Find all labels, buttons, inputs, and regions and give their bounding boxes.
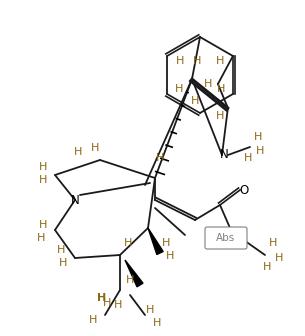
Text: H: H [175,84,183,94]
Text: H: H [191,96,199,106]
Text: H: H [146,305,154,315]
Text: H: H [89,315,97,325]
Text: O: O [239,183,249,197]
Text: H: H [204,79,212,89]
Text: H: H [74,147,82,157]
Text: H: H [153,318,161,328]
Text: H: H [176,56,184,66]
Text: Abs: Abs [216,233,236,243]
Text: H: H [126,275,134,285]
Text: H: H [216,111,224,121]
Text: N: N [71,194,79,207]
Text: H: H [256,146,264,156]
Text: H: H [39,175,47,185]
Polygon shape [125,260,143,287]
Text: H: H [114,300,122,310]
Text: H: H [91,143,99,153]
Text: H: H [97,293,107,303]
FancyBboxPatch shape [205,227,247,249]
Text: H: H [124,238,132,248]
Text: H: H [269,238,277,248]
Text: H: H [263,262,271,272]
Text: H: H [244,153,252,163]
Text: H: H [166,251,174,261]
Text: H: H [37,233,45,243]
Text: H: H [59,258,67,268]
Text: H: H [216,56,224,66]
Text: H: H [162,238,170,248]
Text: H: H [39,162,47,172]
Text: H: H [57,245,65,255]
Polygon shape [148,228,163,254]
Text: H: H [275,253,283,263]
Text: H: H [217,84,225,94]
Text: H: H [156,153,164,163]
Text: H: H [254,132,262,142]
Text: H: H [39,220,47,230]
Text: N: N [220,149,228,162]
Text: H: H [103,298,111,308]
Text: H: H [193,56,201,66]
